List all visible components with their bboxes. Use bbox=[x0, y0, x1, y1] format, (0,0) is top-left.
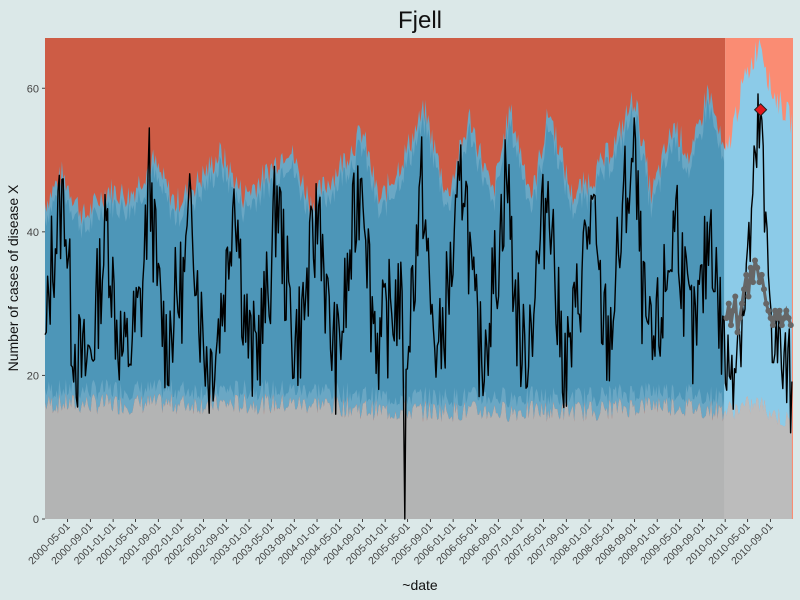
y-tick-label: 40 bbox=[27, 227, 39, 239]
threshold-point bbox=[760, 286, 767, 293]
threshold-point bbox=[741, 286, 748, 293]
threshold-point bbox=[743, 271, 750, 278]
threshold-point bbox=[778, 322, 785, 329]
y-tick-label: 20 bbox=[27, 370, 39, 382]
alert-marker bbox=[753, 103, 768, 117]
threshold-point bbox=[732, 293, 739, 300]
threshold-point bbox=[738, 300, 745, 307]
threshold-point bbox=[752, 257, 759, 264]
threshold-point bbox=[725, 300, 732, 307]
threshold-point bbox=[734, 329, 741, 336]
threshold-point bbox=[787, 322, 794, 329]
threshold-point bbox=[747, 264, 754, 271]
threshold-point bbox=[749, 279, 756, 286]
threshold-point bbox=[767, 314, 774, 321]
threshold-point bbox=[769, 322, 776, 329]
y-axis-label: Number of cases of disease X bbox=[5, 184, 21, 371]
threshold-point bbox=[772, 307, 779, 314]
y-tick-label: 0 bbox=[33, 514, 39, 526]
threshold-point bbox=[765, 307, 772, 314]
x-axis-label: ~date bbox=[402, 577, 438, 593]
cases-line bbox=[44, 93, 793, 520]
threshold-point bbox=[730, 307, 737, 314]
threshold-point bbox=[754, 264, 761, 271]
plot-area: 02040602000-05-012000-09-012001-01-01200… bbox=[26, 38, 794, 567]
threshold-point bbox=[781, 314, 788, 321]
threshold-point bbox=[763, 300, 770, 307]
chart-title: Fjell bbox=[398, 7, 442, 34]
threshold-point bbox=[745, 293, 752, 300]
low-zone bbox=[45, 393, 726, 519]
y-tick-label: 60 bbox=[27, 83, 39, 95]
threshold-point bbox=[785, 314, 792, 321]
threshold-point bbox=[723, 314, 730, 321]
threshold-point bbox=[727, 322, 734, 329]
threshold-point bbox=[783, 307, 790, 314]
threshold-point bbox=[736, 314, 743, 321]
threshold-point bbox=[774, 314, 781, 321]
test-low-zone bbox=[724, 396, 792, 519]
threshold-point bbox=[758, 271, 765, 278]
threshold-point bbox=[756, 279, 763, 286]
threshold-point bbox=[776, 307, 783, 314]
normal-band bbox=[45, 98, 726, 408]
